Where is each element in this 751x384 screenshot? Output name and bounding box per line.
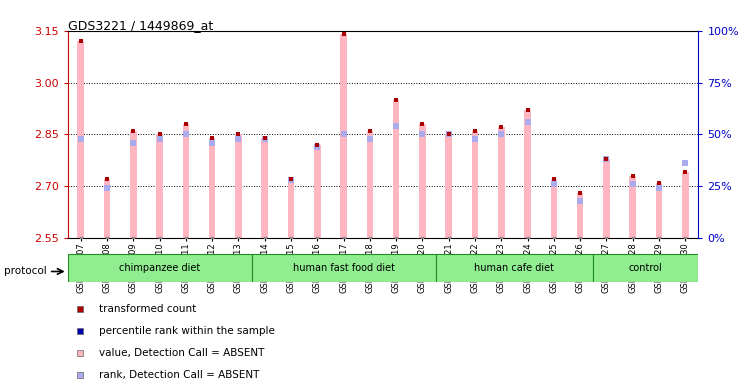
Text: human cafe diet: human cafe diet (475, 263, 554, 273)
Bar (419, 124, 426, 238)
Text: transformed count: transformed count (99, 304, 196, 314)
Text: protocol: protocol (4, 266, 47, 276)
Bar (603, 159, 610, 238)
Bar (524, 110, 531, 238)
Bar (629, 176, 636, 238)
Text: rank, Detection Call = ABSENT: rank, Detection Call = ABSENT (99, 370, 260, 380)
Bar (498, 127, 505, 238)
FancyBboxPatch shape (436, 254, 593, 282)
Bar (130, 131, 137, 238)
Bar (550, 179, 557, 238)
FancyBboxPatch shape (593, 254, 698, 282)
Bar (261, 138, 268, 238)
Text: human fast food diet: human fast food diet (293, 263, 394, 273)
FancyBboxPatch shape (68, 254, 252, 282)
Bar (235, 134, 242, 238)
Text: control: control (629, 263, 662, 273)
Bar (366, 131, 373, 238)
Bar (472, 131, 478, 238)
Bar (577, 193, 584, 238)
Text: value, Detection Call = ABSENT: value, Detection Call = ABSENT (99, 348, 264, 358)
Bar (209, 138, 216, 238)
Bar (156, 134, 163, 238)
FancyBboxPatch shape (252, 254, 436, 282)
Bar (682, 172, 689, 238)
Bar (656, 183, 662, 238)
Bar (288, 179, 294, 238)
Bar (182, 124, 189, 238)
Bar (393, 100, 400, 238)
Bar (445, 134, 452, 238)
Bar (340, 34, 347, 238)
Text: GDS3221 / 1449869_at: GDS3221 / 1449869_at (68, 19, 213, 32)
Text: percentile rank within the sample: percentile rank within the sample (99, 326, 275, 336)
Bar (314, 145, 321, 238)
Bar (104, 179, 110, 238)
Bar (77, 41, 84, 238)
Text: chimpanzee diet: chimpanzee diet (119, 263, 201, 273)
